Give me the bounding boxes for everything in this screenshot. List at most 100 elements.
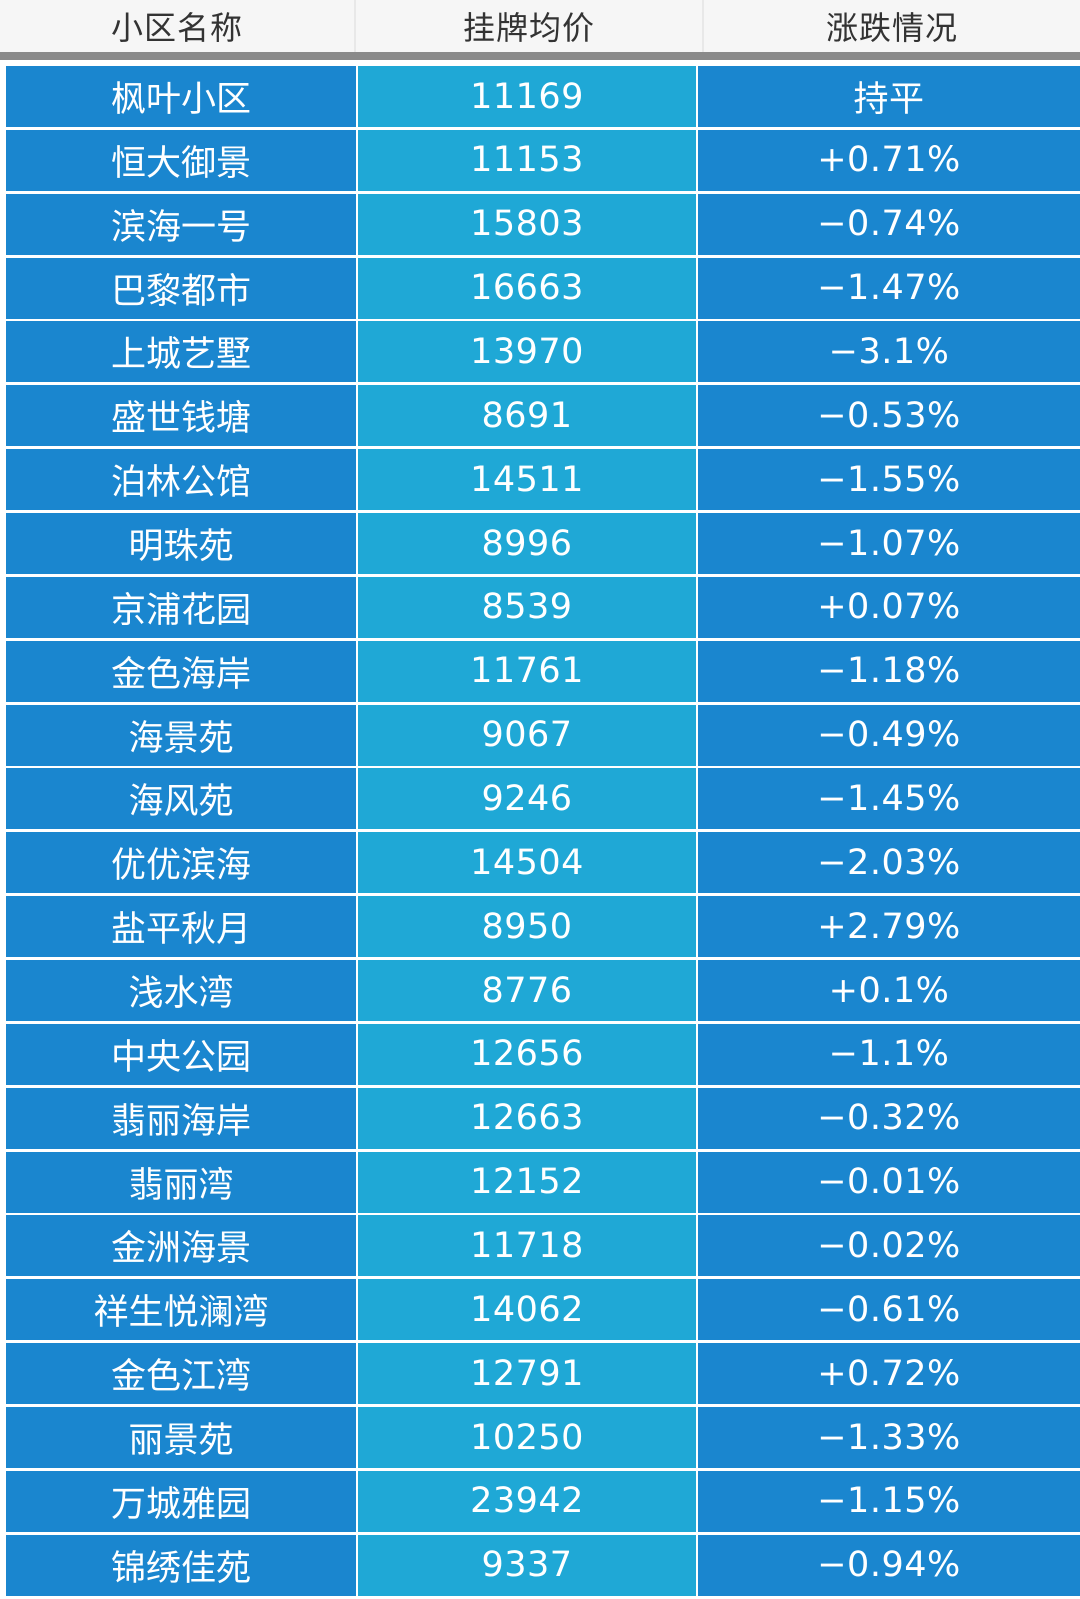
- listing-price-cell: 8539: [358, 576, 696, 638]
- community-name-cell: 中央公园: [6, 1023, 356, 1085]
- listing-price-cell: 13970: [358, 321, 696, 383]
- price-change-cell: −0.61%: [698, 1279, 1080, 1341]
- community-name-cell: 滨海一号: [6, 193, 356, 255]
- price-change-cell: −1.18%: [698, 640, 1080, 702]
- price-change-cell: −1.47%: [698, 257, 1080, 319]
- table-row: 金色江湾 12791 +0.72%: [6, 1343, 1080, 1405]
- price-change-cell: −0.94%: [698, 1534, 1080, 1596]
- community-name-cell: 枫叶小区: [6, 66, 356, 127]
- listing-price-cell: 15803: [358, 193, 696, 255]
- table-row: 泊林公馆 14511 −1.55%: [6, 449, 1080, 511]
- price-change-cell: −0.53%: [698, 385, 1080, 447]
- price-change-cell: +2.79%: [698, 896, 1080, 958]
- listing-price-cell: 16663: [358, 257, 696, 319]
- listing-price-cell: 10250: [358, 1407, 696, 1469]
- community-name-cell: 祥生悦澜湾: [6, 1279, 356, 1341]
- price-change-cell: −1.45%: [698, 768, 1080, 830]
- community-name-cell: 盐平秋月: [6, 896, 356, 958]
- price-change-cell: +0.72%: [698, 1343, 1080, 1405]
- table-row: 中央公园 12656 −1.1%: [6, 1023, 1080, 1085]
- listing-price-cell: 12152: [358, 1151, 696, 1213]
- table-row: 滨海一号 15803 −0.74%: [6, 193, 1080, 255]
- table-row: 万城雅园 23942 −1.15%: [6, 1470, 1080, 1532]
- table-row: 翡丽海岸 12663 −0.32%: [6, 1087, 1080, 1149]
- community-name-cell: 丽景苑: [6, 1407, 356, 1469]
- table-row: 金洲海景 11718 −0.02%: [6, 1215, 1080, 1277]
- listing-price-cell: 11169: [358, 66, 696, 127]
- listing-price-cell: 9067: [358, 704, 696, 766]
- table-row: 巴黎都市 16663 −1.47%: [6, 257, 1080, 319]
- community-name-cell: 翡丽湾: [6, 1151, 356, 1213]
- table-row: 锦绣佳苑 9337 −0.94%: [6, 1534, 1080, 1596]
- price-change-cell: 持平: [698, 66, 1080, 127]
- community-name-cell: 泊林公馆: [6, 449, 356, 511]
- listing-price-cell: 11153: [358, 129, 696, 191]
- price-change-cell: −0.02%: [698, 1215, 1080, 1277]
- table-row: 浅水湾 8776 +0.1%: [6, 960, 1080, 1022]
- table-body: 枫叶小区 11169 持平 恒大御景 11153 +0.71% 滨海一号 15803 −0.74…: [6, 66, 1080, 1599]
- listing-price-cell: 23942: [358, 1470, 696, 1532]
- listing-price-cell: 14511: [358, 449, 696, 511]
- header-change: 涨跌情况: [825, 9, 958, 47]
- listing-price-cell: 8996: [358, 513, 696, 575]
- table-header: 小区名称 挂牌均价 涨跌情况: [0, 0, 1080, 60]
- community-name-cell: 海风苑: [6, 768, 356, 830]
- table-row: 京浦花园 8539 +0.07%: [6, 576, 1080, 638]
- community-name-cell: 浅水湾: [6, 960, 356, 1022]
- price-change-cell: −1.07%: [698, 513, 1080, 575]
- price-change-cell: −0.74%: [698, 193, 1080, 255]
- listing-price-cell: 11718: [358, 1215, 696, 1277]
- price-change-cell: −2.03%: [698, 832, 1080, 894]
- listing-price-cell: 14504: [358, 832, 696, 894]
- community-name-cell: 盛世钱塘: [6, 385, 356, 447]
- community-name-cell: 金色江湾: [6, 1343, 356, 1405]
- table-row: 明珠苑 8996 −1.07%: [6, 513, 1080, 575]
- price-change-cell: +0.07%: [698, 576, 1080, 638]
- table-row: 金色海岸 11761 −1.18%: [6, 640, 1080, 702]
- community-name-cell: 京浦花园: [6, 576, 356, 638]
- community-name-cell: 锦绣佳苑: [6, 1534, 356, 1596]
- listing-price-cell: 9337: [358, 1534, 696, 1596]
- listing-price-cell: 9246: [358, 768, 696, 830]
- table-row: 优优滨海 14504 −2.03%: [6, 832, 1080, 894]
- community-name-cell: 翡丽海岸: [6, 1087, 356, 1149]
- listing-price-cell: 8691: [358, 385, 696, 447]
- table-row: 祥生悦澜湾 14062 −0.61%: [6, 1279, 1080, 1341]
- price-change-cell: −1.1%: [698, 1023, 1080, 1085]
- listing-price-cell: 8776: [358, 960, 696, 1022]
- price-change-cell: −0.49%: [698, 704, 1080, 766]
- table-row: 盛世钱塘 8691 −0.53%: [6, 385, 1080, 447]
- price-change-cell: −1.33%: [698, 1407, 1080, 1469]
- table-row: 海风苑 9246 −1.45%: [6, 768, 1080, 830]
- community-name-cell: 上城艺墅: [6, 321, 356, 383]
- header-price: 挂牌均价: [356, 0, 704, 52]
- price-change-cell: −0.01%: [698, 1151, 1080, 1213]
- community-name-cell: 优优滨海: [6, 832, 356, 894]
- price-change-cell: −0.32%: [698, 1087, 1080, 1149]
- price-change-cell: −1.55%: [698, 449, 1080, 511]
- table-row: 上城艺墅 13970 −3.1%: [6, 321, 1080, 383]
- community-name-cell: 巴黎都市: [6, 257, 356, 319]
- community-name-cell: 明珠苑: [6, 513, 356, 575]
- price-change-cell: −3.1%: [698, 321, 1080, 383]
- listing-price-cell: 12791: [358, 1343, 696, 1405]
- community-name-cell: 万城雅园: [6, 1470, 356, 1532]
- price-change-cell: +0.71%: [698, 129, 1080, 191]
- community-name-cell: 海景苑: [6, 704, 356, 766]
- listing-price-cell: 12663: [358, 1087, 696, 1149]
- listing-price-cell: 12656: [358, 1023, 696, 1085]
- listing-price-cell: 11761: [358, 640, 696, 702]
- table-row: 翡丽湾 12152 −0.01%: [6, 1151, 1080, 1213]
- table-row: 恒大御景 11153 +0.71%: [6, 129, 1080, 191]
- table-row: 枫叶小区 11169 持平: [6, 66, 1080, 127]
- table-row: 丽景苑 10250 −1.33%: [6, 1407, 1080, 1469]
- price-change-cell: −1.15%: [698, 1470, 1080, 1532]
- table-row: 海景苑 9067 −0.49%: [6, 704, 1080, 766]
- table-row: 盐平秋月 8950 +2.79%: [6, 896, 1080, 958]
- community-name-cell: 金色海岸: [6, 640, 356, 702]
- listing-price-cell: 8950: [358, 896, 696, 958]
- listing-price-cell: 14062: [358, 1279, 696, 1341]
- price-change-cell: +0.1%: [698, 960, 1080, 1022]
- header-name: 小区名称: [0, 0, 356, 52]
